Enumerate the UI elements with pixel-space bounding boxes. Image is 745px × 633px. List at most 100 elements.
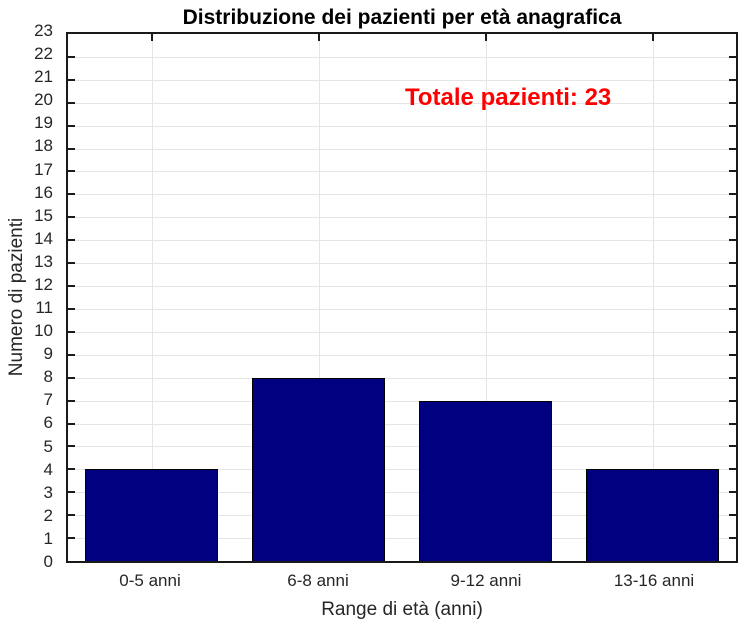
- v-gridline: [318, 34, 320, 561]
- y-tick-label: 9: [43, 344, 53, 364]
- y-tick: [729, 537, 736, 540]
- v-gridline: [485, 34, 487, 561]
- h-gridline: [68, 538, 736, 540]
- h-gridline: [68, 102, 736, 104]
- y-tick: [729, 170, 736, 173]
- y-axis-tick-labels: 0 1 2 3 4 5 6 7 8 9 10 11 12 13 14 15 16 17 18 19 20 21 22 23: [0, 21, 59, 571]
- y-tick-label: 18: [34, 136, 53, 156]
- y-tick: [729, 422, 736, 425]
- h-gridline: [68, 79, 736, 81]
- y-tick-label: 14: [34, 228, 53, 248]
- y-tick-label: 7: [43, 390, 53, 410]
- y-tick: [68, 422, 75, 425]
- y-tick-label: 3: [43, 482, 53, 502]
- y-tick: [729, 468, 736, 471]
- total-patients-annotation: Totale pazienti: 23: [405, 84, 612, 111]
- y-tick: [68, 491, 75, 494]
- chart-title: Distribuzione dei pazienti per età anagr…: [182, 6, 622, 29]
- y-tick: [729, 353, 736, 356]
- y-tick: [729, 307, 736, 310]
- h-gridline: [68, 331, 736, 333]
- y-tick-label: 0: [43, 552, 53, 571]
- y-tick: [729, 285, 736, 288]
- y-tick: [729, 239, 736, 242]
- h-gridline: [68, 148, 736, 150]
- y-tick-label: 11: [35, 298, 53, 318]
- y-tick-label: 22: [34, 44, 53, 64]
- x-tick-label: 9-12 anni: [450, 571, 522, 590]
- h-gridline: [68, 515, 736, 517]
- h-gridline: [68, 263, 736, 265]
- h-gridline: [68, 354, 736, 356]
- bar: [84, 469, 219, 561]
- y-tick: [68, 78, 75, 81]
- h-gridline: [68, 308, 736, 310]
- y-tick: [68, 376, 75, 379]
- bar: [585, 469, 720, 561]
- h-gridline: [68, 56, 736, 58]
- x-axis-label: Range di età (anni): [321, 599, 483, 620]
- y-tick: [729, 124, 736, 127]
- y-tick: [68, 514, 75, 517]
- plot-area: [66, 32, 738, 563]
- y-tick: [729, 491, 736, 494]
- bar: [418, 400, 553, 561]
- h-gridline: [68, 469, 736, 471]
- h-gridline: [68, 217, 736, 219]
- y-tick: [729, 445, 736, 448]
- y-tick: [68, 537, 75, 540]
- y-tick-label: 8: [43, 367, 53, 387]
- x-tick: [150, 34, 153, 41]
- x-tick: [484, 34, 487, 41]
- x-tick: [651, 34, 654, 41]
- y-tick: [729, 514, 736, 517]
- y-tick: [68, 399, 75, 402]
- y-tick: [68, 307, 75, 310]
- h-gridline: [68, 492, 736, 494]
- y-tick-label: 19: [34, 113, 53, 133]
- h-gridline: [68, 446, 736, 448]
- y-tick: [729, 147, 736, 150]
- y-tick: [68, 285, 75, 288]
- h-gridline: [68, 240, 736, 242]
- y-tick-label: 4: [43, 459, 53, 479]
- y-tick: [729, 55, 736, 58]
- bar: [251, 377, 386, 561]
- v-gridline: [151, 34, 153, 561]
- h-gridline: [68, 400, 736, 402]
- y-tick-label: 23: [34, 21, 53, 40]
- y-tick-label: 2: [43, 505, 53, 525]
- h-gridline: [68, 194, 736, 196]
- y-tick-label: 21: [34, 67, 53, 87]
- h-gridline: [68, 286, 736, 288]
- y-tick: [729, 78, 736, 81]
- y-tick: [729, 399, 736, 402]
- y-tick: [68, 216, 75, 219]
- y-tick-label: 5: [43, 436, 53, 456]
- y-tick: [729, 193, 736, 196]
- y-tick-label: 6: [43, 413, 53, 433]
- y-tick-label: 13: [34, 251, 53, 271]
- y-tick: [68, 353, 75, 356]
- h-gridline: [68, 423, 736, 425]
- y-tick-label: 20: [34, 90, 53, 110]
- x-tick-label: 6-8 anni: [287, 571, 349, 590]
- x-axis-tick-labels: 0-5 anni 6-8 anni 9-12 anni 13-16 anni: [66, 571, 738, 593]
- y-tick: [68, 147, 75, 150]
- y-tick: [68, 101, 75, 104]
- x-tick-label: 13-16 anni: [613, 571, 695, 590]
- y-tick: [68, 445, 75, 448]
- y-tick: [729, 262, 736, 265]
- y-tick: [729, 376, 736, 379]
- y-tick-label: 17: [34, 159, 53, 179]
- h-gridline: [68, 171, 736, 173]
- y-tick: [68, 239, 75, 242]
- y-tick: [68, 330, 75, 333]
- y-tick-label: 1: [43, 528, 53, 548]
- y-tick: [68, 170, 75, 173]
- y-tick: [68, 468, 75, 471]
- x-tick-label: 0-5 anni: [119, 571, 181, 590]
- x-tick: [317, 34, 320, 41]
- y-tick: [68, 193, 75, 196]
